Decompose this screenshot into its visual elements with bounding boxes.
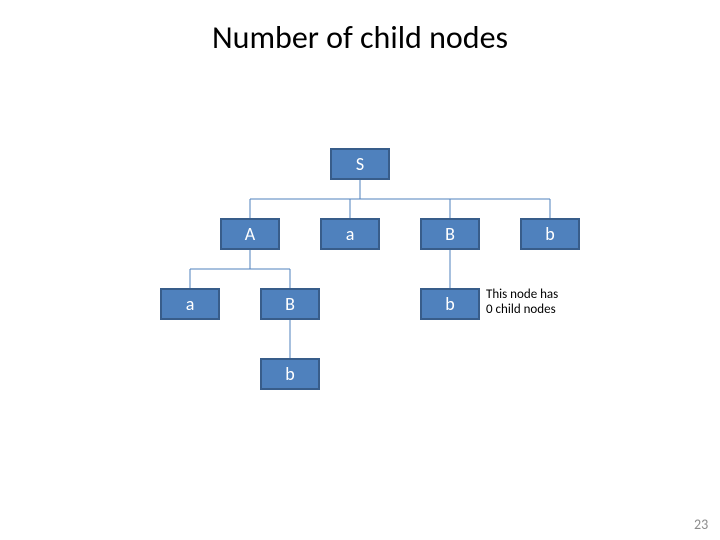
annotation-line-1: This node has [486,287,558,302]
tree-node: b [260,358,320,390]
tree-edges [0,0,720,540]
tree-node: b [520,218,580,250]
slide-title-text: Number of child nodes [212,18,508,57]
tree-node: a [160,288,220,320]
tree-node: b [420,288,480,320]
node-annotation: This node has 0 child nodes [486,288,558,318]
tree-node: B [260,288,320,320]
tree-node: a [320,218,380,250]
page-number: 23 [694,516,708,533]
page-number-text: 23 [694,516,708,533]
tree-node: S [330,148,390,180]
slide-title: Number of child nodes [0,18,720,57]
tree-node: B [420,218,480,250]
annotation-line-2: 0 child nodes [486,302,556,317]
tree-node: A [220,218,280,250]
